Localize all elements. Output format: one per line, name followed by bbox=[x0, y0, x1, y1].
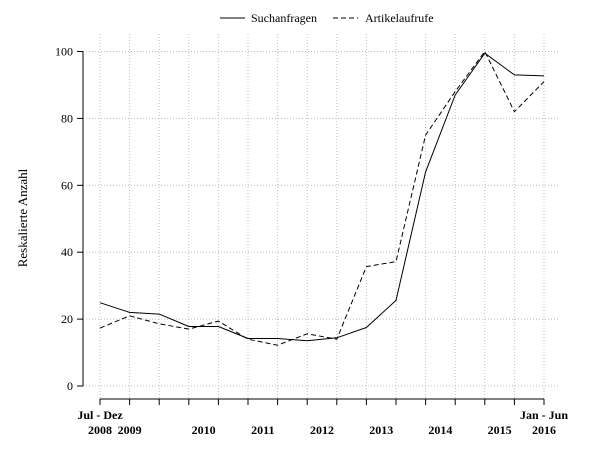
x-tick-label-2014: 2014 bbox=[428, 423, 452, 437]
y-tick-label-0: 0 bbox=[67, 379, 73, 393]
x-tick-label-2016: 2016 bbox=[532, 423, 556, 437]
y-axis: 0 20 40 60 80 100 bbox=[55, 45, 84, 393]
series-lines bbox=[99, 51, 545, 346]
x-tick-label-2012: 2012 bbox=[310, 423, 334, 437]
y-axis-label: Reskalierte Anzahl bbox=[15, 168, 30, 267]
gridlines bbox=[83, 34, 559, 399]
x-tick-label-2009: 2009 bbox=[118, 423, 142, 437]
x-tick-label-2015: 2015 bbox=[488, 423, 512, 437]
y-tick-label-100: 100 bbox=[55, 45, 73, 59]
x-tick-label-2008: 2008 bbox=[88, 423, 112, 437]
legend-label-artikelaufrufe: Artikelaufrufe bbox=[365, 11, 434, 25]
x-tick-label-jan-jun: Jan - Jun bbox=[520, 408, 568, 422]
x-tick-label-2010: 2010 bbox=[192, 423, 216, 437]
x-tick-label-2013: 2013 bbox=[369, 423, 393, 437]
series-line-suchanfragen bbox=[99, 52, 545, 342]
x-tick-label-2011: 2011 bbox=[251, 423, 274, 437]
legend: Suchanfragen Artikelaufrufe bbox=[220, 11, 434, 25]
y-tick-label-80: 80 bbox=[61, 111, 73, 125]
x-tick-label-jul-dez: Jul - Dez bbox=[77, 408, 123, 422]
y-tick-label-20: 20 bbox=[61, 312, 73, 326]
y-tick-label-40: 40 bbox=[61, 245, 73, 259]
y-tick-label-60: 60 bbox=[61, 178, 73, 192]
legend-label-suchanfragen: Suchanfragen bbox=[251, 11, 317, 25]
series-line-artikelaufrufe bbox=[99, 51, 545, 346]
